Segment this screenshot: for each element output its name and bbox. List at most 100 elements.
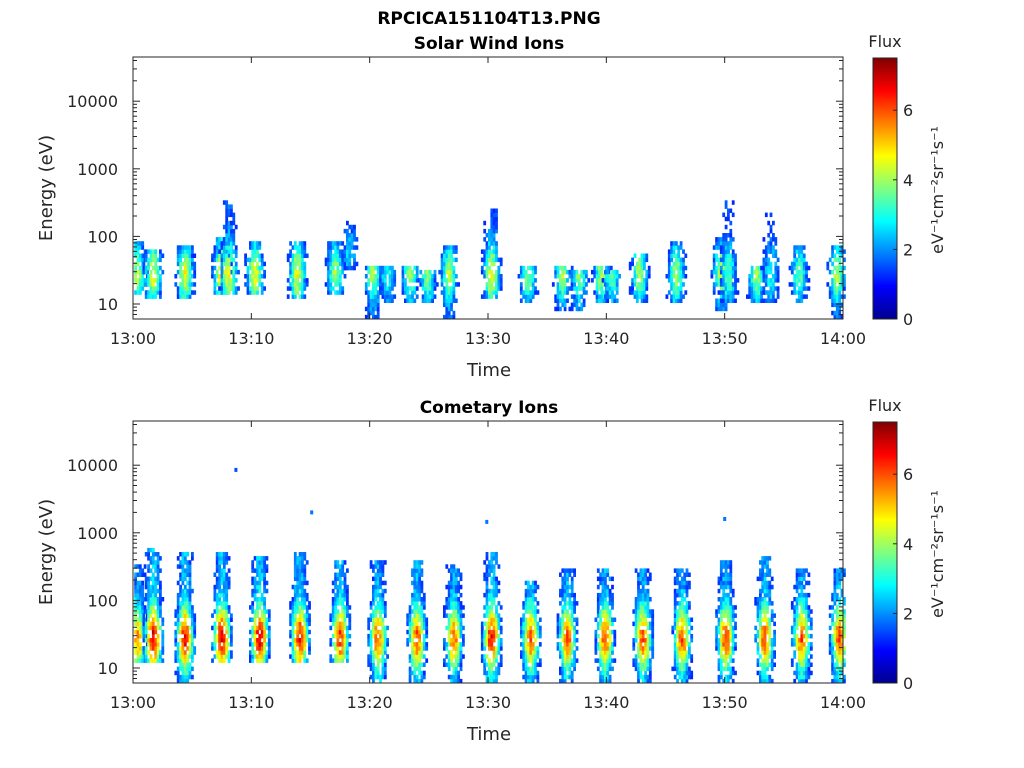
flux-cell [715, 298, 718, 303]
flux-cell [719, 580, 723, 586]
flux-cell [767, 298, 771, 303]
flux-cell [156, 601, 160, 606]
flux-cell [729, 290, 733, 295]
flux-cell [186, 261, 190, 267]
flux-cell [685, 584, 689, 590]
flux-cell [717, 666, 721, 672]
flux-cell [685, 662, 689, 667]
flux-cell [676, 678, 679, 684]
flux-cell [727, 290, 730, 295]
flux-cell [188, 580, 192, 586]
flux-cell [760, 265, 763, 271]
flux-cell [667, 274, 671, 279]
flux-cell [712, 261, 716, 267]
flux-cell [596, 642, 600, 647]
flux-cell [613, 642, 617, 647]
flux-cell [181, 613, 185, 618]
flux-cell [495, 609, 498, 614]
flux-cell [490, 580, 494, 586]
flux-cell [296, 601, 300, 606]
flux-cell [415, 294, 419, 299]
flux-cell [331, 621, 335, 627]
flux-cell [531, 674, 535, 680]
flux-cell [413, 274, 417, 279]
flux-cell [556, 613, 560, 618]
flux-cell [722, 274, 726, 279]
flux-cell [303, 274, 307, 279]
flux-cell [566, 621, 569, 627]
flux-cell [457, 670, 460, 676]
flux-cell [795, 245, 799, 250]
flux-cell [667, 257, 671, 263]
flux-cell [637, 666, 640, 672]
flux-cell [678, 609, 682, 614]
flux-cell [291, 638, 295, 643]
flux-cell [422, 621, 426, 627]
flux-cell [374, 274, 378, 279]
flux-cell [488, 294, 491, 299]
flux-cell [793, 278, 797, 283]
flux-cell [256, 286, 259, 291]
flux-cell [497, 580, 501, 586]
flux-cell [488, 592, 491, 598]
flux-cell [393, 269, 397, 275]
flux-cell [488, 269, 491, 275]
flux-cell [802, 253, 806, 258]
flux-cell [293, 642, 297, 647]
flux-cell [527, 678, 530, 684]
flux-cell [225, 617, 229, 622]
flux-cell [372, 662, 375, 667]
flux-cell [260, 261, 264, 267]
flux-cell [729, 674, 733, 680]
flux-cell [480, 625, 484, 631]
flux-cell [213, 638, 217, 643]
flux-cell [218, 564, 221, 569]
flux-cell [495, 249, 498, 254]
flux-cell [527, 298, 530, 303]
flux-cell [644, 654, 647, 659]
flux-cell [529, 597, 533, 602]
flux-cell [495, 224, 498, 230]
flux-cell [536, 670, 540, 676]
flux-cell [800, 261, 804, 267]
flux-cell [258, 278, 262, 283]
flux-cell [679, 269, 683, 275]
flux-cell [222, 617, 226, 622]
flux-cell [191, 646, 194, 651]
flux-cell [454, 650, 458, 655]
flux-cell [374, 564, 378, 569]
flux-cell [483, 228, 487, 234]
flux-cell [604, 597, 607, 602]
flux-cell [415, 568, 419, 573]
flux-cell [675, 298, 678, 303]
flux-cell [406, 274, 410, 279]
flux-cell [215, 592, 219, 598]
flux-cell [346, 658, 349, 663]
flux-cell [561, 613, 565, 618]
flux-cell [296, 269, 300, 275]
flux-cell [376, 584, 380, 590]
flux-cell [218, 625, 221, 631]
flux-cell [731, 638, 735, 643]
flux-cell [719, 274, 723, 279]
flux-cell [179, 650, 182, 655]
flux-cell [536, 609, 540, 614]
flux-cell [296, 576, 300, 582]
flux-cell [536, 662, 540, 667]
flux-cell [601, 605, 605, 610]
flux-cell [265, 658, 269, 663]
flux-cell [729, 269, 733, 275]
flux-cell [483, 666, 487, 672]
flux-cell [391, 282, 394, 287]
flux-cell [483, 560, 487, 565]
flux-cell [406, 638, 410, 643]
flux-cell [594, 629, 598, 635]
flux-cell [527, 597, 530, 602]
flux-cell [381, 265, 385, 271]
flux-cell [413, 572, 417, 577]
flux-cell [367, 290, 371, 295]
flux-cell [628, 261, 632, 267]
flux-cell [522, 674, 526, 680]
flux-cell [731, 298, 735, 303]
flux-cell [719, 564, 723, 569]
